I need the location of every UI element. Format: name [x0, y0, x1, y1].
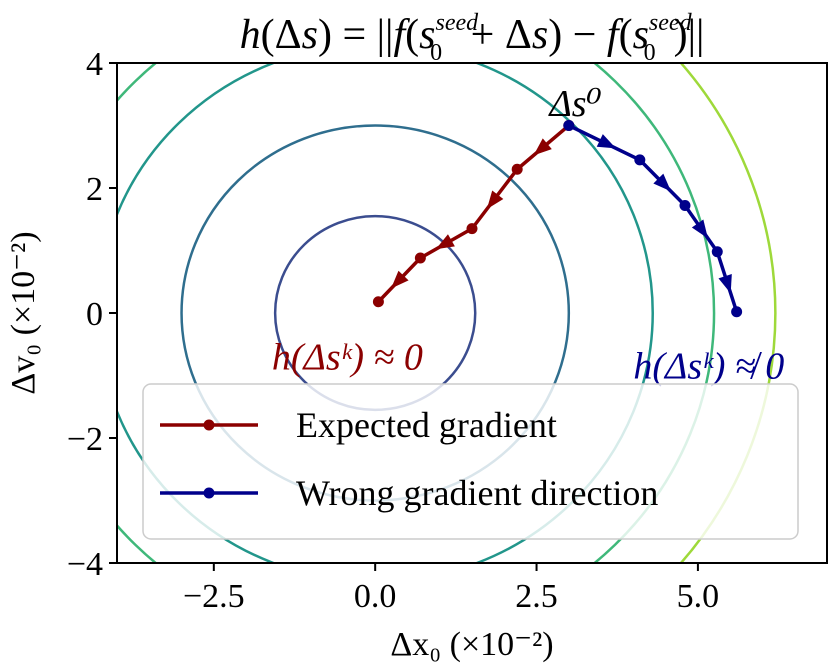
legend-marker-1: [203, 419, 215, 431]
annotation-1: Δs⁰: [547, 83, 601, 125]
annotation-3: h(Δsᵏ) ≉ 0: [633, 346, 784, 388]
annotations: Δs⁰ h(Δsᵏ) ≈ 0 h(Δsᵏ) ≉ 0: [272, 83, 784, 388]
series-arrow-2: [691, 219, 708, 239]
contour-line-3: [117, 63, 654, 563]
series-point-1: [511, 163, 523, 175]
x-tick-label: 0.0: [354, 578, 397, 615]
series-layer: [372, 120, 743, 318]
series-point-1: [372, 296, 384, 308]
legend-label-2: Wrong gradient direction: [296, 473, 658, 513]
legend-marker-2: [203, 487, 215, 499]
series-point-1: [466, 223, 478, 235]
series-arrow-1: [391, 270, 409, 289]
x-tick-label: 5.0: [677, 578, 720, 615]
x-tick-label: −2.5: [183, 578, 245, 615]
y-tick-label: 2: [86, 171, 103, 208]
y-tick-label: −4: [67, 546, 103, 583]
series-arrow-2: [653, 173, 672, 192]
y-tick-label: −2: [67, 421, 103, 458]
contour-line-5: [679, 63, 777, 563]
series-point-2: [679, 200, 691, 211]
series-arrow-1: [435, 234, 455, 250]
series-point-2: [711, 246, 723, 258]
y-axis-ticks: −4 −2 0 2 4: [67, 46, 117, 583]
x-tick-label: 2.5: [515, 578, 558, 615]
series-arrow-2: [718, 274, 732, 294]
legend: Expected gradient Wrong gradient directio…: [142, 383, 799, 540]
legend-label-1: Expected gradient: [296, 405, 557, 445]
chart-title: h(Δs) = ||f(sseed 0 + Δs) − f(sseed 0)||: [240, 10, 705, 66]
series-line-2: [568, 123, 739, 313]
series-point-2: [731, 306, 743, 318]
annotation-2: h(Δsᵏ) ≈ 0: [272, 336, 423, 378]
series-point-2: [634, 154, 646, 166]
legend-box: [142, 383, 799, 540]
y-tick-label: 4: [86, 46, 103, 83]
series-arrow-1: [486, 190, 504, 210]
x-axis-ticks: −2.5 0.0 2.5 5.0: [183, 563, 719, 615]
x-axis-label: Δx₀ (×10⁻²): [390, 626, 553, 663]
series-point-2: [563, 120, 575, 131]
y-tick-label: 0: [86, 296, 103, 333]
series-arrow-2: [596, 134, 616, 149]
series-point-1: [414, 252, 426, 264]
y-axis-label: Δv₀ (×10⁻²): [5, 231, 42, 394]
series-arrow-1: [533, 138, 552, 156]
contour-line-4: [117, 63, 716, 563]
